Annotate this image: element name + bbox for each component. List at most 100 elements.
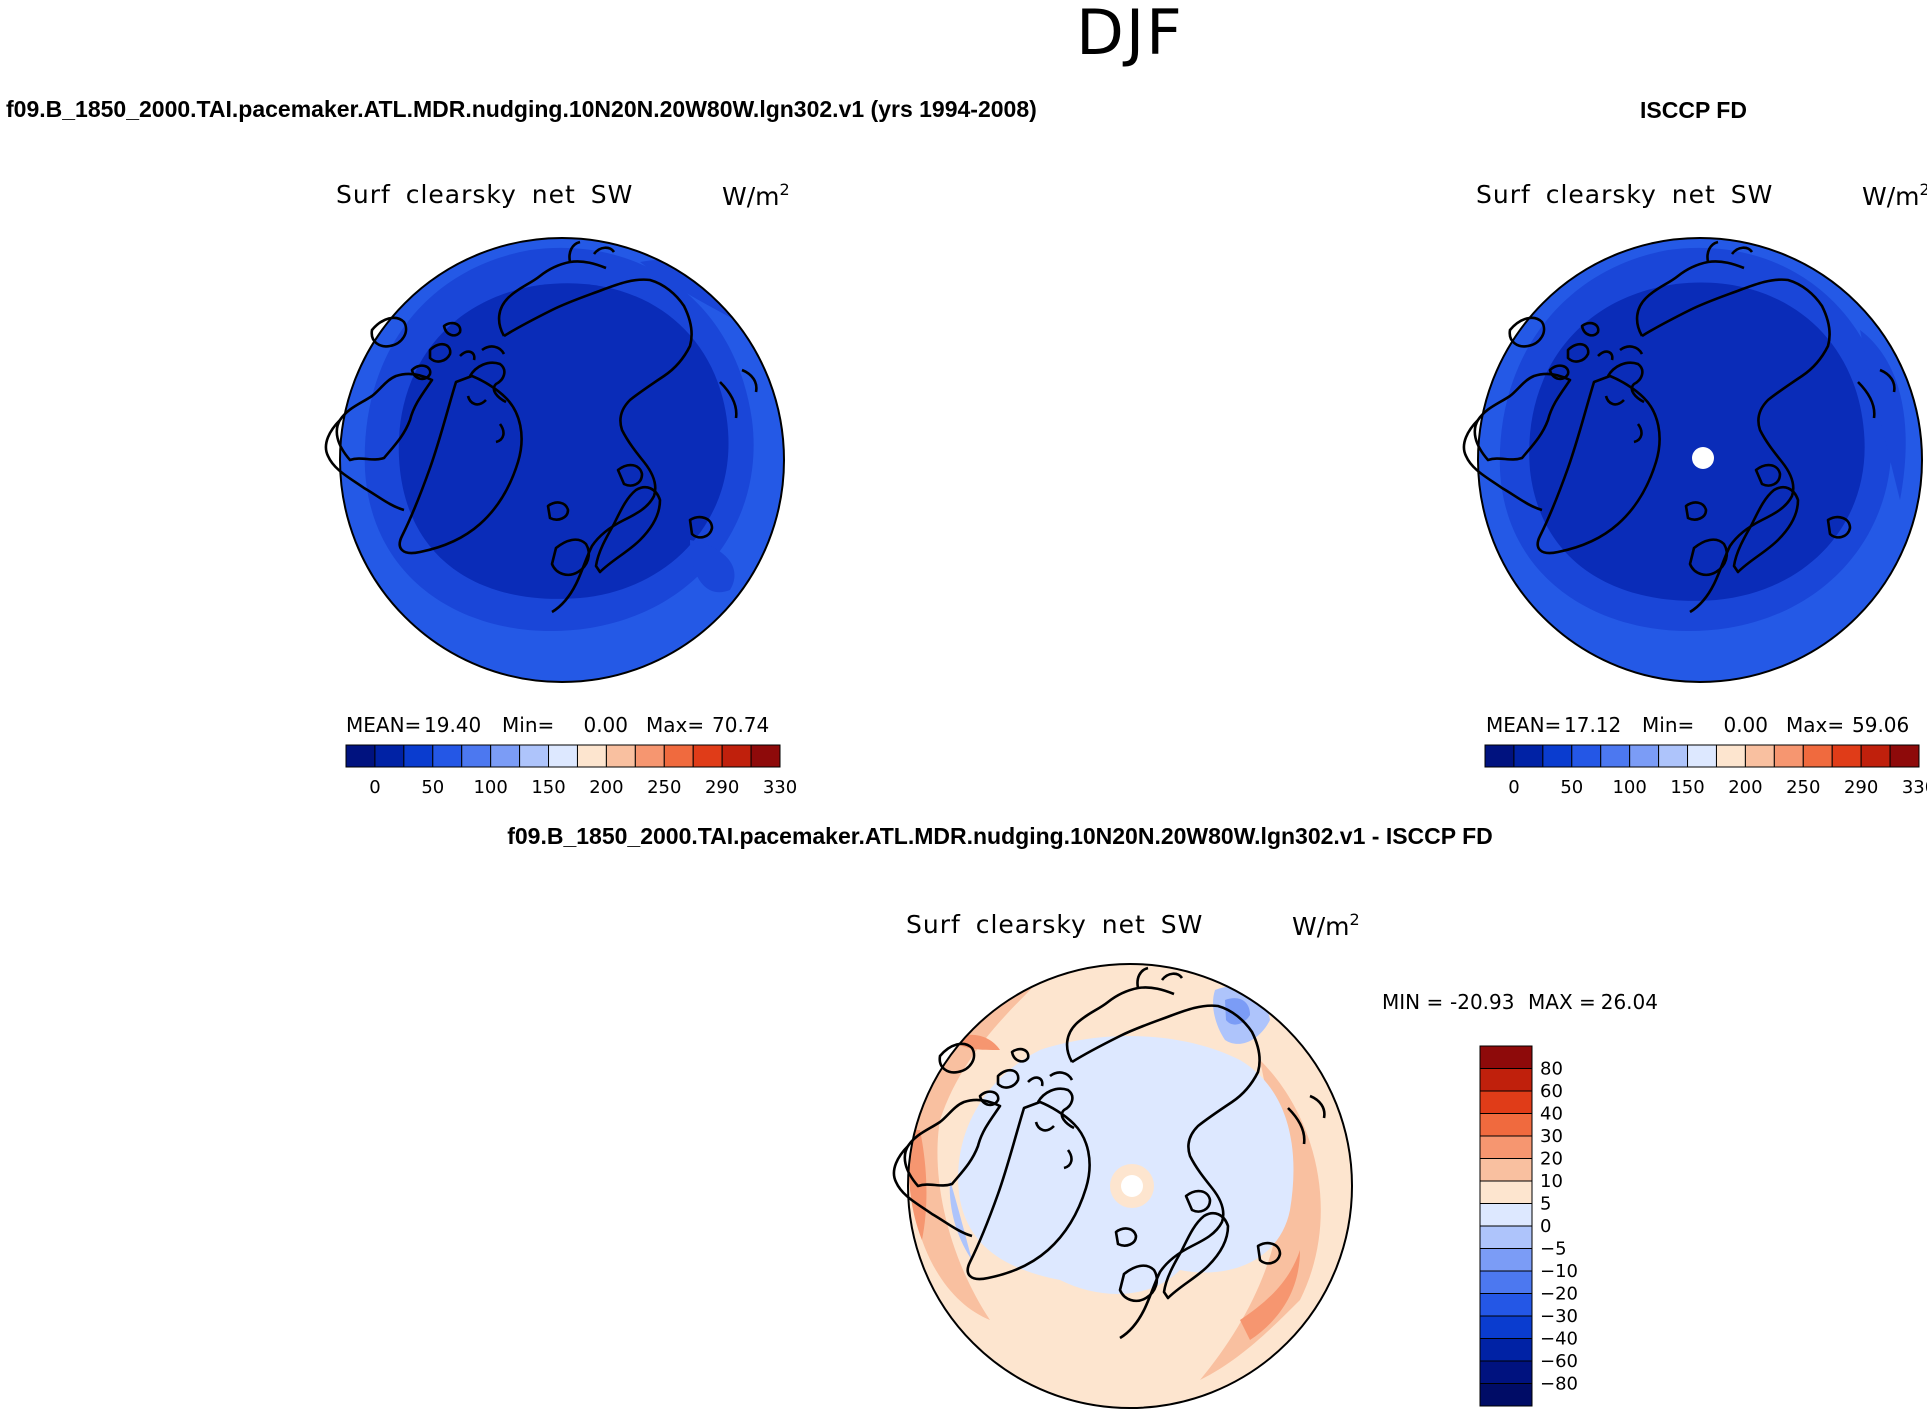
diff-units-sup: 2	[1349, 910, 1360, 929]
model-colorbar-box	[374, 744, 405, 768]
diff-panel-title: Surf clearsky net SW	[906, 910, 1204, 939]
model-colorbar-tick-label: 50	[421, 777, 444, 798]
model-map-border	[339, 237, 785, 683]
model-colorbar-tick-label: 150	[531, 777, 565, 798]
obs-max-label: Max=	[1786, 713, 1845, 737]
obs-colorbar-box	[1860, 744, 1891, 768]
model-stats: MEAN= 19.40 Min= 0.00 Max= 70.74	[346, 713, 770, 737]
obs-colorbar-tick-label: 50	[1560, 777, 1583, 798]
model-panel-title: Surf clearsky net SW	[336, 180, 634, 209]
model-colorbar-box	[519, 744, 550, 768]
model-map	[324, 237, 785, 683]
obs-min-label: Min=	[1642, 713, 1695, 737]
obs-colorbar-box	[1484, 744, 1515, 768]
obs-mean-label: MEAN=	[1486, 713, 1562, 737]
case-title: f09.B_1850_2000.TAI.pacemaker.ATL.MDR.nu…	[6, 96, 1037, 122]
obs-field-patch-e	[1860, 330, 1906, 500]
model-colorbar-tick-label: 290	[705, 777, 739, 798]
diff-colorbar-box	[1479, 1045, 1533, 1069]
diff-colorbar-box	[1479, 1383, 1533, 1407]
model-colorbar-box	[605, 744, 636, 768]
diff-colorbar-tick-label: 30	[1540, 1126, 1563, 1147]
obs-colorbar-tick-label: 290	[1844, 777, 1878, 798]
diff-colorbar-tick-label: −5	[1540, 1239, 1567, 1260]
obs-min-value: 0.00	[1723, 713, 1768, 737]
obs-units-sup: 2	[1919, 180, 1927, 199]
diff-stats: MIN = -20.93 MAX = 26.04	[1382, 990, 1658, 1014]
model-units: W/m2	[722, 180, 790, 211]
obs-colorbar-box	[1542, 744, 1573, 768]
model-field-patch-se	[690, 540, 735, 593]
obs-colorbar-box	[1831, 744, 1862, 768]
obs-map-border	[1477, 237, 1923, 683]
model-colorbar-tick-label: 100	[473, 777, 507, 798]
obs-colorbar-box	[1658, 744, 1689, 768]
obs-panel-title: Surf clearsky net SW	[1476, 180, 1774, 209]
diff-map	[892, 963, 1353, 1409]
diff-colorbar-box	[1479, 1338, 1533, 1362]
model-colorbar-box	[461, 744, 492, 768]
diff-max-value: 26.04	[1600, 990, 1658, 1014]
model-coastlines	[324, 240, 758, 614]
diff-field-negative-strong	[1225, 998, 1250, 1025]
diff-colorbar-box	[1479, 1248, 1533, 1272]
diff-colorbar-tick-label: −20	[1540, 1284, 1578, 1305]
diff-colorbar-tick-label: 40	[1540, 1104, 1563, 1125]
diff-units-base: W/m	[1292, 912, 1350, 941]
model-field-deep	[398, 283, 729, 599]
model-colorbar-tick-label: 200	[589, 777, 623, 798]
obs-colorbar-tick-label: 150	[1670, 777, 1704, 798]
obs-colorbar-box	[1513, 744, 1544, 768]
obs-mean-value: 17.12	[1564, 713, 1622, 737]
obs-units: W/m2	[1862, 180, 1927, 211]
diff-colorbar-tick-label: 0	[1540, 1216, 1551, 1237]
diff-colorbar-tick-label: −30	[1540, 1306, 1578, 1327]
obs-max-value: 59.06	[1852, 713, 1910, 737]
model-colorbar-box	[721, 744, 752, 768]
obs-colorbar-tick-label: 0	[1508, 777, 1519, 798]
diff-colorbar-box	[1479, 1293, 1533, 1317]
model-colorbar-box	[432, 744, 463, 768]
model-colorbar-tick-label: 330	[763, 777, 797, 798]
model-colorbar-tick-label: 0	[369, 777, 380, 798]
diff-colorbar-box	[1479, 1068, 1533, 1092]
obs-pole-hole	[1692, 447, 1714, 469]
obs-colorbar-box	[1687, 744, 1717, 768]
obs-colorbar-tick-label: 200	[1728, 777, 1762, 798]
obs-colorbar: 0 50 100 150 200 250 290 330	[1484, 744, 1927, 798]
diff-colorbar-box	[1479, 1360, 1533, 1384]
obs-colorbar-box	[1600, 744, 1631, 768]
model-mean-value: 19.40	[424, 713, 482, 737]
season-title: DJF	[1076, 0, 1184, 69]
diff-colorbar-box	[1479, 1180, 1533, 1204]
obs-stats: MEAN= 17.12 Min= 0.00 Max= 59.06	[1486, 713, 1910, 737]
model-colorbar-box	[750, 744, 781, 768]
model-min-value: 0.00	[583, 713, 628, 737]
model-colorbar-box	[345, 744, 376, 768]
diff-coastlines	[892, 966, 1326, 1340]
diff-colorbar-box	[1479, 1158, 1533, 1182]
model-colorbar: 0 50 100 150 200 250 290 330	[345, 744, 797, 798]
model-units-base: W/m	[722, 182, 780, 211]
diff-colorbar-tick-label: 10	[1540, 1171, 1563, 1192]
difference-title: f09.B_1850_2000.TAI.pacemaker.ATL.MDR.nu…	[507, 823, 1493, 849]
model-mean-label: MEAN=	[346, 713, 422, 737]
diff-units: W/m2	[1292, 910, 1360, 941]
diff-max-label: MAX =	[1528, 990, 1596, 1014]
diff-colorbar-box	[1479, 1135, 1533, 1159]
model-colorbar-box	[548, 744, 578, 768]
diff-colorbar-tick-label: 20	[1540, 1149, 1563, 1170]
model-colorbar-box	[663, 744, 694, 768]
diff-colorbar-box	[1479, 1315, 1533, 1339]
model-units-sup: 2	[779, 180, 790, 199]
model-max-label: Max=	[646, 713, 705, 737]
model-colorbar-box	[490, 744, 521, 768]
obs-colorbar-box	[1715, 744, 1746, 768]
obs-colorbar-box	[1744, 744, 1775, 768]
diff-min-label: MIN =	[1382, 990, 1444, 1014]
diff-colorbar-tick-label: −60	[1540, 1351, 1578, 1372]
model-max-value: 70.74	[712, 713, 770, 737]
model-colorbar-box	[634, 744, 665, 768]
